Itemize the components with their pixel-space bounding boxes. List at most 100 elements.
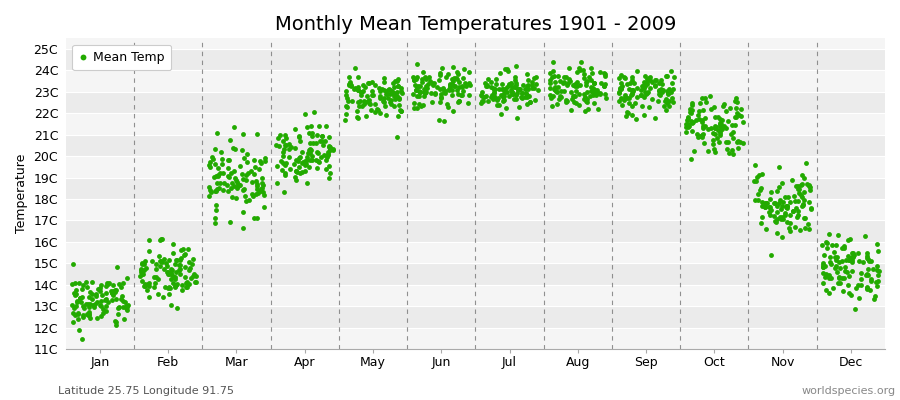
Mean Temp (174, 247, 188, 254)
Mean Temp (289, 168, 303, 174)
Bar (66, 306, 885, 328)
Mean Temp (157, 266, 171, 272)
Mean Temp (586, 85, 600, 91)
Mean Temp (407, 77, 421, 83)
Mean Temp (782, 225, 796, 232)
Bar (66, 28, 885, 49)
Mean Temp (208, 188, 222, 194)
Mean Temp (255, 180, 269, 186)
Mean Temp (339, 88, 354, 95)
Mean Temp (112, 304, 126, 310)
Mean Temp (135, 277, 149, 284)
Mean Temp (307, 109, 321, 116)
Mean Temp (323, 147, 338, 154)
Mean Temp (253, 188, 267, 194)
Mean Temp (141, 282, 156, 289)
Mean Temp (774, 216, 788, 222)
Mean Temp (802, 183, 816, 189)
Mean Temp (282, 141, 296, 147)
Mean Temp (577, 96, 591, 102)
Mean Temp (700, 148, 715, 154)
Mean Temp (134, 265, 148, 272)
Mean Temp (154, 236, 168, 242)
Mean Temp (162, 290, 176, 297)
Mean Temp (854, 275, 868, 282)
Mean Temp (690, 134, 705, 140)
Mean Temp (706, 141, 721, 147)
Mean Temp (411, 88, 426, 94)
Mean Temp (587, 99, 601, 106)
Mean Temp (284, 144, 298, 150)
Mean Temp (82, 312, 96, 318)
Mean Temp (74, 299, 88, 305)
Mean Temp (711, 127, 725, 133)
Mean Temp (462, 80, 476, 86)
Mean Temp (492, 102, 507, 109)
Mean Temp (786, 207, 800, 214)
Mean Temp (322, 174, 337, 181)
Bar (66, 285, 885, 306)
Mean Temp (388, 96, 402, 102)
Mean Temp (838, 264, 852, 270)
Mean Temp (302, 140, 317, 146)
Mean Temp (100, 280, 114, 287)
Mean Temp (182, 259, 196, 265)
Bar (66, 49, 885, 70)
Mean Temp (729, 105, 743, 112)
Mean Temp (275, 160, 290, 166)
Mean Temp (167, 283, 182, 290)
Mean Temp (83, 301, 97, 307)
Mean Temp (390, 134, 404, 140)
Mean Temp (338, 110, 353, 117)
Mean Temp (563, 77, 578, 84)
Mean Temp (392, 82, 406, 89)
Mean Temp (364, 88, 379, 94)
Mean Temp (494, 111, 508, 117)
Mean Temp (368, 82, 382, 88)
Mean Temp (648, 83, 662, 90)
Mean Temp (133, 273, 148, 279)
Mean Temp (585, 70, 599, 76)
Mean Temp (433, 72, 447, 78)
Mean Temp (483, 94, 498, 101)
Mean Temp (186, 256, 201, 262)
Mean Temp (450, 68, 464, 75)
Mean Temp (392, 112, 406, 119)
Mean Temp (763, 207, 778, 213)
Mean Temp (283, 146, 297, 152)
Mean Temp (451, 99, 465, 105)
Mean Temp (626, 112, 640, 118)
Mean Temp (253, 158, 267, 164)
Mean Temp (750, 174, 764, 180)
Mean Temp (570, 82, 584, 89)
Mean Temp (438, 87, 453, 94)
Mean Temp (504, 86, 518, 93)
Mean Temp (356, 103, 370, 109)
Mean Temp (159, 263, 174, 269)
Mean Temp (684, 100, 698, 106)
Mean Temp (93, 288, 107, 294)
Mean Temp (755, 171, 770, 177)
Mean Temp (779, 203, 794, 210)
Mean Temp (769, 217, 783, 224)
Mean Temp (179, 284, 194, 290)
Mean Temp (624, 91, 638, 98)
Mean Temp (322, 146, 337, 152)
Mean Temp (563, 106, 578, 113)
Mean Temp (693, 100, 707, 106)
Mean Temp (170, 305, 184, 311)
Mean Temp (787, 193, 801, 199)
Mean Temp (257, 155, 272, 162)
Mean Temp (385, 89, 400, 96)
Mean Temp (290, 169, 304, 175)
Mean Temp (119, 302, 133, 309)
Mean Temp (376, 98, 391, 104)
Bar (66, 242, 885, 263)
Mean Temp (588, 86, 602, 93)
Mean Temp (681, 124, 696, 131)
Mean Temp (276, 152, 291, 159)
Mean Temp (427, 80, 441, 86)
Mean Temp (734, 105, 749, 112)
Mean Temp (775, 214, 789, 220)
Mean Temp (772, 184, 787, 191)
